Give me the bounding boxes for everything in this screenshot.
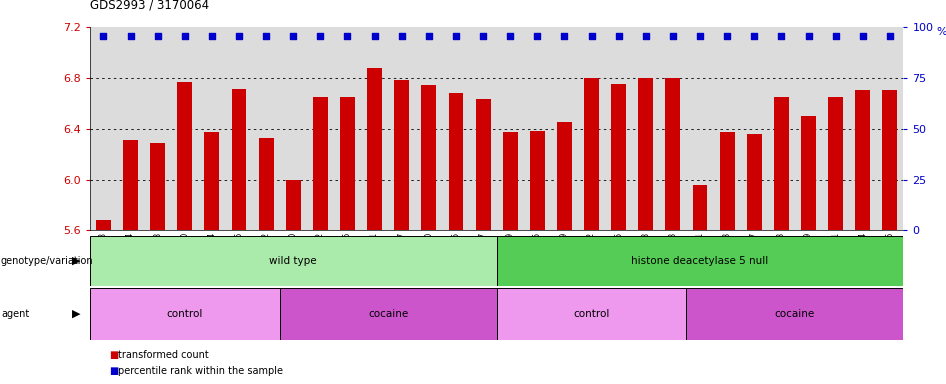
- Bar: [448, 93, 464, 230]
- Point: [502, 33, 517, 39]
- Text: ▶: ▶: [72, 309, 80, 319]
- Text: ■: ■: [109, 350, 118, 360]
- Point: [394, 33, 410, 39]
- Point: [177, 33, 192, 39]
- Text: transformed count: transformed count: [118, 350, 209, 360]
- Point: [421, 33, 436, 39]
- Text: ■: ■: [109, 366, 118, 376]
- Point: [232, 33, 247, 39]
- Point: [828, 33, 843, 39]
- Bar: [421, 85, 436, 230]
- Bar: [497, 288, 687, 340]
- Bar: [258, 137, 273, 230]
- Point: [258, 33, 273, 39]
- Bar: [96, 220, 111, 230]
- Point: [692, 33, 708, 39]
- Text: agent: agent: [1, 309, 29, 319]
- Point: [150, 33, 166, 39]
- Point: [584, 33, 599, 39]
- Text: cocaine: cocaine: [368, 309, 409, 319]
- Text: GDS2993 / 3170064: GDS2993 / 3170064: [90, 0, 209, 12]
- Text: cocaine: cocaine: [775, 309, 815, 319]
- Bar: [557, 122, 572, 230]
- Bar: [286, 179, 301, 230]
- Point: [883, 33, 898, 39]
- Bar: [177, 81, 192, 230]
- Point: [96, 33, 111, 39]
- Point: [557, 33, 572, 39]
- Bar: [502, 132, 517, 230]
- Text: ▶: ▶: [72, 256, 80, 266]
- Bar: [801, 116, 816, 230]
- Point: [367, 33, 382, 39]
- Bar: [774, 97, 789, 230]
- Bar: [280, 288, 497, 340]
- Point: [720, 33, 735, 39]
- Point: [286, 33, 301, 39]
- Bar: [313, 97, 328, 230]
- Point: [530, 33, 545, 39]
- Point: [665, 33, 680, 39]
- Point: [774, 33, 789, 39]
- Text: genotype/variation: genotype/variation: [1, 256, 94, 266]
- Point: [611, 33, 626, 39]
- Bar: [367, 68, 382, 230]
- Text: control: control: [573, 309, 610, 319]
- Text: control: control: [166, 309, 203, 319]
- Text: histone deacetylase 5 null: histone deacetylase 5 null: [631, 256, 769, 266]
- Bar: [639, 78, 654, 230]
- Bar: [665, 78, 680, 230]
- Bar: [150, 142, 166, 230]
- Text: wild type: wild type: [270, 256, 317, 266]
- Bar: [90, 288, 280, 340]
- Bar: [692, 185, 708, 230]
- Point: [313, 33, 328, 39]
- Bar: [611, 84, 626, 230]
- Text: %: %: [936, 27, 946, 37]
- Bar: [828, 97, 843, 230]
- Bar: [232, 89, 247, 230]
- Point: [476, 33, 491, 39]
- Bar: [855, 91, 870, 230]
- Bar: [340, 97, 355, 230]
- Point: [448, 33, 464, 39]
- Bar: [746, 134, 762, 230]
- Point: [340, 33, 355, 39]
- Point: [746, 33, 762, 39]
- Bar: [394, 80, 410, 230]
- Text: percentile rank within the sample: percentile rank within the sample: [118, 366, 283, 376]
- Point: [123, 33, 138, 39]
- Point: [204, 33, 219, 39]
- Bar: [476, 99, 491, 230]
- Bar: [204, 132, 219, 230]
- Bar: [883, 91, 898, 230]
- Bar: [90, 236, 497, 286]
- Bar: [720, 132, 735, 230]
- Point: [801, 33, 816, 39]
- Bar: [687, 288, 903, 340]
- Bar: [530, 131, 545, 230]
- Bar: [497, 236, 903, 286]
- Bar: [123, 140, 138, 230]
- Bar: [584, 78, 599, 230]
- Point: [855, 33, 870, 39]
- Point: [639, 33, 654, 39]
